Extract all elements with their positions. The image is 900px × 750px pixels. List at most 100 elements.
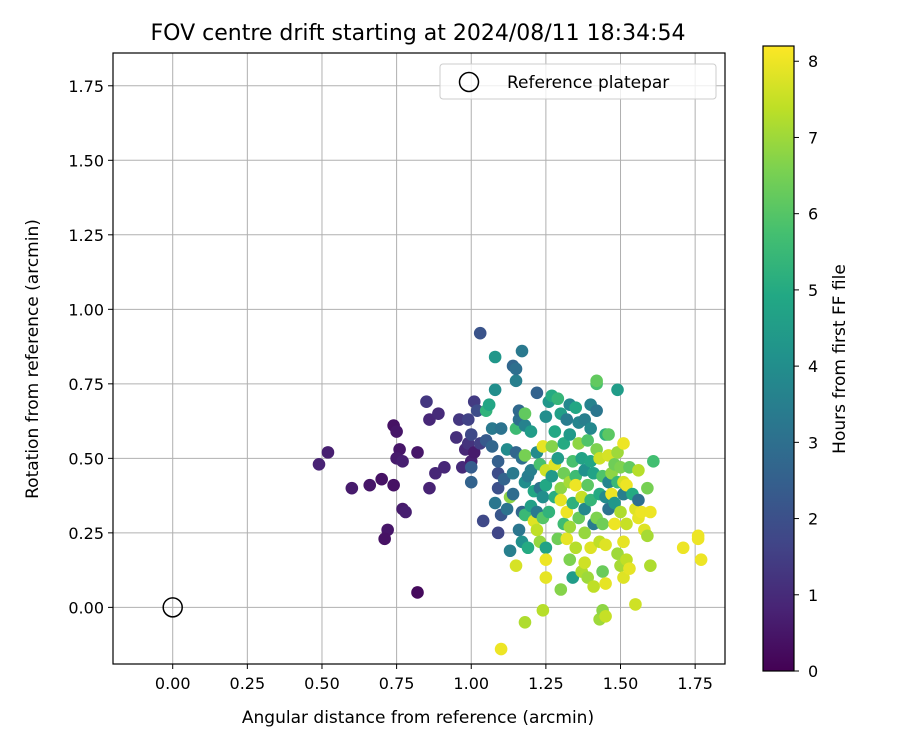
data-point bbox=[530, 386, 544, 400]
data-point bbox=[560, 505, 574, 519]
data-point bbox=[518, 615, 532, 629]
colorbar-tick-label: 8 bbox=[808, 52, 818, 71]
data-point bbox=[569, 478, 583, 492]
data-point bbox=[453, 413, 466, 426]
data-point bbox=[423, 481, 436, 495]
data-point bbox=[620, 517, 633, 531]
data-point bbox=[644, 559, 657, 572]
data-point bbox=[524, 463, 538, 477]
data-point bbox=[539, 478, 553, 492]
data-point bbox=[461, 413, 475, 426]
data-point bbox=[694, 553, 708, 566]
y-tick-label: 0.00 bbox=[68, 598, 104, 617]
data-point bbox=[602, 428, 615, 441]
data-point bbox=[566, 496, 580, 510]
data-point bbox=[521, 541, 535, 555]
data-point bbox=[596, 565, 609, 578]
data-point bbox=[590, 404, 603, 417]
data-point bbox=[584, 493, 597, 507]
y-tick-label: 0.75 bbox=[68, 375, 104, 394]
y-axis-label: Rotation from reference (arcmin) bbox=[23, 219, 43, 499]
reference-platepar-marker bbox=[162, 597, 183, 618]
data-point bbox=[617, 437, 630, 450]
reference-marker bbox=[162, 597, 183, 618]
legend-label: Reference platepar bbox=[507, 73, 669, 93]
data-point bbox=[485, 422, 499, 435]
data-point bbox=[387, 478, 400, 492]
colorbar-tick-label: 4 bbox=[808, 357, 818, 376]
data-point bbox=[467, 446, 481, 459]
data-point bbox=[539, 571, 553, 584]
data-point bbox=[473, 326, 487, 340]
data-point bbox=[509, 362, 523, 376]
data-point bbox=[536, 490, 550, 504]
data-point bbox=[644, 505, 657, 519]
data-point bbox=[390, 425, 403, 438]
data-point bbox=[578, 526, 591, 540]
data-point bbox=[581, 571, 594, 584]
data-point bbox=[420, 395, 433, 409]
data-point bbox=[557, 466, 571, 480]
colorbar-tick-label: 7 bbox=[808, 128, 818, 147]
data-point bbox=[635, 505, 648, 519]
data-point bbox=[608, 496, 621, 510]
data-point bbox=[620, 478, 633, 492]
data-point bbox=[432, 407, 445, 420]
data-point bbox=[563, 520, 577, 534]
data-point bbox=[578, 502, 591, 516]
data-point bbox=[491, 481, 505, 495]
data-point bbox=[551, 392, 565, 406]
data-point bbox=[578, 413, 591, 426]
data-point bbox=[611, 446, 624, 459]
data-point bbox=[581, 478, 594, 492]
data-point bbox=[509, 374, 523, 388]
data-point bbox=[506, 466, 520, 480]
colorbar-tick-label: 0 bbox=[808, 662, 818, 681]
y-tick-label: 0.25 bbox=[68, 524, 104, 543]
y-tick-label: 1.00 bbox=[68, 300, 104, 319]
data-point bbox=[563, 553, 577, 566]
data-point bbox=[569, 469, 583, 483]
chart-title: FOV centre drift starting at 2024/08/11 … bbox=[151, 21, 686, 46]
data-point bbox=[488, 350, 502, 364]
data-point bbox=[614, 505, 627, 519]
data-point bbox=[617, 535, 630, 549]
data-point bbox=[491, 455, 505, 468]
data-point bbox=[545, 469, 559, 483]
x-tick-label: 1.25 bbox=[528, 674, 564, 693]
x-axis-ticks: 0.00 0.25 0.50 0.75 1.00 1.25 1.50 1.75 bbox=[155, 664, 713, 693]
data-point bbox=[464, 428, 478, 441]
colorbar-tick-label: 5 bbox=[808, 281, 818, 300]
data-point bbox=[557, 437, 571, 450]
data-point bbox=[518, 449, 532, 462]
data-point bbox=[512, 523, 526, 537]
data-point bbox=[590, 374, 603, 388]
legend-marker-open-circle bbox=[458, 71, 480, 93]
x-tick-label: 0.25 bbox=[230, 674, 266, 693]
data-point bbox=[581, 434, 594, 447]
data-point bbox=[491, 526, 505, 540]
colorbar-tick-label: 6 bbox=[808, 205, 818, 224]
data-point bbox=[647, 455, 660, 468]
data-point bbox=[554, 481, 568, 495]
data-point bbox=[429, 466, 442, 480]
data-point bbox=[551, 452, 565, 465]
x-tick-label: 1.75 bbox=[677, 674, 713, 693]
colorbar-ticks: 0 1 2 3 4 5 6 7 8 bbox=[794, 52, 818, 681]
legend: Reference platepar bbox=[439, 63, 717, 100]
data-point bbox=[503, 544, 517, 558]
colorbar: 0 1 2 3 4 5 6 7 8 Hours from first FF file bbox=[762, 45, 850, 681]
data-point bbox=[611, 383, 624, 397]
data-point bbox=[455, 460, 469, 474]
y-axis-ticks: 0.00 0.25 0.50 0.75 1.00 1.25 1.50 1.75 bbox=[68, 77, 113, 617]
data-point bbox=[411, 446, 424, 459]
colorbar-gradient bbox=[762, 45, 795, 672]
data-point bbox=[399, 505, 412, 519]
data-points bbox=[312, 326, 708, 656]
data-point bbox=[464, 475, 478, 489]
data-point bbox=[536, 604, 550, 617]
data-point bbox=[614, 460, 627, 474]
data-point bbox=[572, 511, 586, 525]
y-tick-label: 1.75 bbox=[68, 77, 104, 96]
